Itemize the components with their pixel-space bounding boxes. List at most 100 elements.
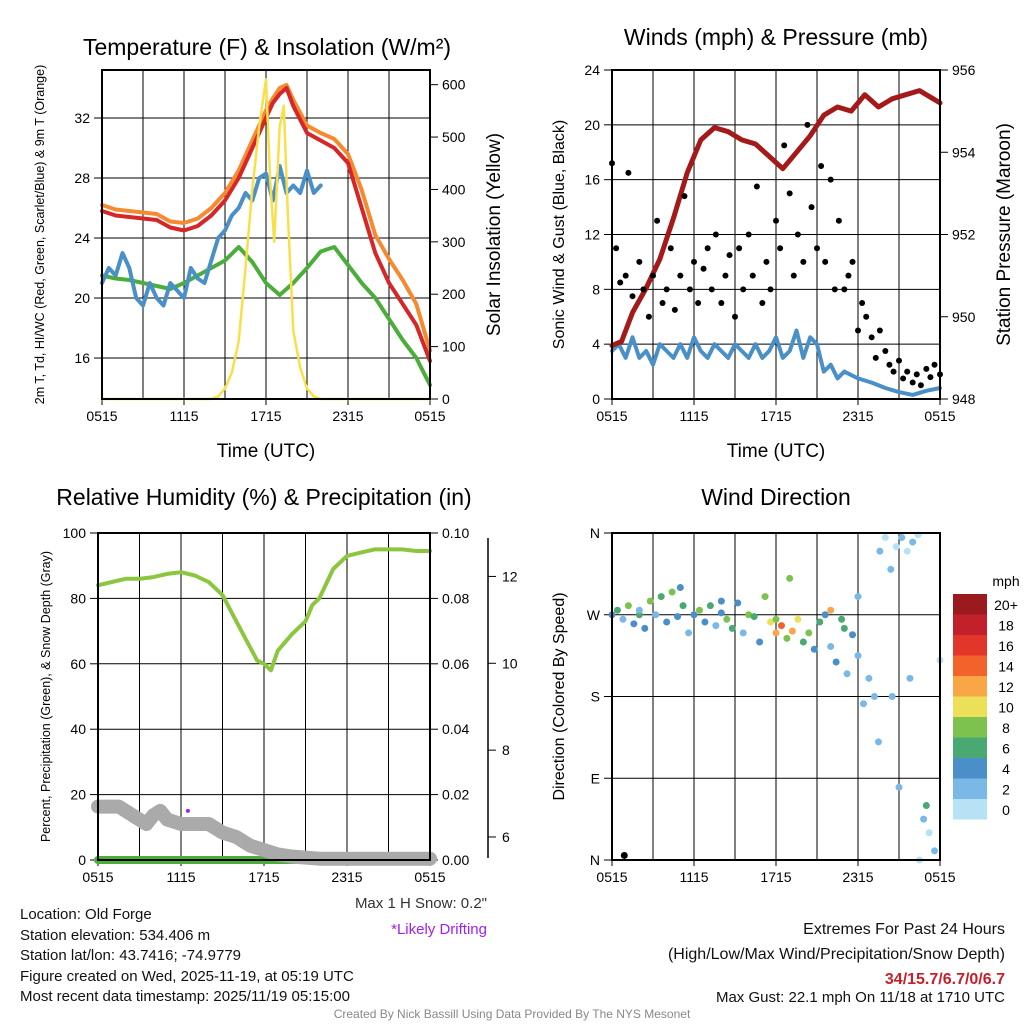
legend-swatch — [953, 655, 987, 676]
data-point-gust — [818, 162, 825, 169]
y2-tick-label: 200 — [442, 286, 466, 302]
legend-label: 18 — [998, 618, 1014, 634]
data-point-gust — [681, 193, 688, 200]
wind-direction-point — [624, 602, 632, 610]
data-point-gust — [740, 286, 747, 293]
wind-direction-point — [859, 700, 867, 708]
series-line-sonic-wind — [610, 328, 942, 397]
legend-swatch — [953, 696, 987, 717]
x-tick-label: 1715 — [760, 408, 791, 424]
data-point-gust — [845, 272, 852, 279]
y2-tick-label: 500 — [442, 129, 466, 145]
data-point-gust — [786, 190, 793, 197]
chart-title: Wind Direction — [701, 484, 851, 510]
legend-swatch — [953, 717, 987, 738]
y-tick-label: 32 — [74, 110, 90, 126]
location-text: Location: Old Forge — [20, 906, 152, 923]
wind-direction-point — [888, 693, 896, 700]
y2-tick-label: 300 — [442, 234, 466, 250]
data-point-gust — [859, 300, 866, 307]
y-tick-label: 24 — [74, 230, 90, 246]
data-point-gust — [931, 361, 938, 368]
x-tick-label: 2315 — [331, 869, 362, 885]
wind-direction-point — [772, 629, 780, 637]
wind-direction-point — [657, 593, 665, 601]
wind-direction-point — [821, 611, 829, 619]
wind-direction-point — [843, 670, 851, 678]
wind-direction-point — [906, 674, 914, 682]
legend-swatch — [953, 799, 987, 820]
y-tick-label: 24 — [584, 62, 600, 78]
y-tick-label: 100 — [63, 525, 87, 541]
data-point-gust — [622, 272, 629, 279]
legend-label: 2 — [1002, 782, 1010, 798]
wind-direction-point — [674, 613, 682, 621]
data-point-gust — [671, 306, 678, 313]
data-point-gust — [712, 231, 719, 238]
wind-direction-point — [679, 602, 687, 610]
data-point-gust — [794, 231, 801, 238]
legend-label: 14 — [998, 659, 1014, 675]
x-tick-label: 2315 — [842, 869, 873, 885]
x-tick-label: 0515 — [414, 408, 445, 424]
y-tick-label: 16 — [74, 350, 90, 366]
legend-label: 20+ — [994, 597, 1018, 613]
data-point-gust — [804, 121, 811, 128]
x-tick-label: 2315 — [842, 408, 873, 424]
data-point-gust — [896, 357, 902, 364]
x-tick-label: 1115 — [169, 408, 198, 424]
x-tick-label: 0515 — [86, 408, 117, 424]
data-point-gust — [659, 300, 666, 307]
wind-direction-point — [832, 658, 840, 666]
wind-direction-point — [646, 597, 654, 605]
plot-frame — [611, 532, 941, 861]
series-line-td — [100, 245, 432, 387]
data-point-gust — [790, 272, 797, 279]
x-tick-label: 1115 — [679, 869, 708, 885]
y3-tick-label: 10 — [502, 655, 518, 671]
data-point-gust — [913, 371, 920, 378]
legend-swatch — [953, 635, 987, 656]
wind-direction-point — [895, 783, 903, 791]
data-point-gust — [759, 300, 766, 307]
x-tick-label: 0515 — [596, 869, 627, 885]
y-tick-label: 28 — [74, 170, 90, 186]
data-point-gust — [726, 252, 733, 259]
wind-direction-point — [668, 588, 676, 596]
data-point-gust — [763, 258, 770, 265]
y2-tick-label: 0 — [442, 391, 450, 407]
y2-tick-label: 0.08 — [442, 590, 469, 606]
y3-tick-label: 6 — [502, 829, 510, 845]
data-point-gust — [686, 286, 693, 293]
chart-title: Relative Humidity (%) & Precipitation (i… — [56, 484, 471, 510]
wind-direction-point — [690, 611, 698, 619]
series-line-pressure — [609, 88, 943, 348]
y-tick-label: W — [587, 607, 601, 623]
y-tick-label: 0 — [592, 391, 600, 407]
wind-direction-point — [827, 606, 835, 614]
data-point-gust — [876, 327, 883, 334]
data-point-gust — [855, 327, 861, 334]
data-point-gust — [835, 217, 842, 224]
legend-label: 6 — [1002, 741, 1010, 757]
wind-direction-point — [734, 599, 742, 607]
series-line-2m-t — [100, 86, 432, 363]
y-tick-label: N — [590, 852, 600, 868]
data-point-gust — [781, 142, 788, 149]
data-point-gust — [909, 379, 916, 386]
drifting-note: *Likely Drifting — [391, 921, 487, 938]
data-point-gust — [890, 368, 897, 375]
x-axis-label: Time (UTC) — [727, 441, 826, 462]
y2-tick-label: 950 — [952, 309, 976, 325]
x-tick-label: 1115 — [679, 408, 708, 424]
y2-tick-label: 400 — [442, 181, 466, 197]
y-tick-label: 12 — [584, 227, 600, 243]
x-tick-label: 0515 — [82, 869, 113, 885]
wind-direction-point — [810, 645, 818, 653]
data-point-gust — [749, 272, 756, 279]
legend-swatch — [953, 614, 987, 635]
y-tick-label: 16 — [584, 172, 600, 188]
data-point-gust — [745, 231, 752, 238]
